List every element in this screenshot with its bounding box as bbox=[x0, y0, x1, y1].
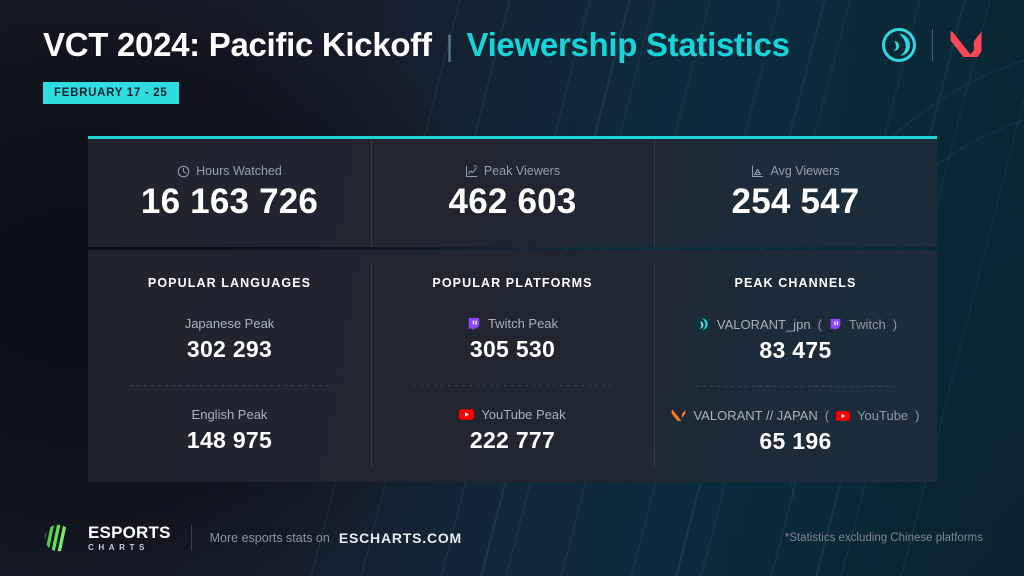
entry-label-row: YouTube Peak bbox=[459, 407, 566, 422]
header-logos bbox=[882, 28, 983, 62]
entry-label-row: VALORANT_jpn ( Twitch ) bbox=[693, 316, 898, 332]
footer-tagline: More esports stats on bbox=[209, 531, 330, 545]
metric-card-avg-viewers: Avg Viewers 254 547 bbox=[654, 139, 937, 247]
footer-site-url[interactable]: ESCHARTS.COM bbox=[338, 530, 463, 546]
entry-value: 148 975 bbox=[186, 427, 273, 453]
column-popular-platforms: POPULAR PLATFORMS Twitch Peak 305 530 bbox=[371, 250, 654, 482]
valorant-logo bbox=[950, 31, 982, 57]
logo-divider bbox=[932, 29, 933, 61]
platform-name: YouTube bbox=[857, 408, 909, 423]
footer-divider bbox=[190, 525, 192, 551]
wordmark-line-1: ESPORTS bbox=[88, 523, 171, 542]
page-title: VCT 2024: Pacific Kickoff | Viewership S… bbox=[43, 26, 983, 72]
entry-label-row: VALORANT // JAPAN ( YouTube ) bbox=[671, 408, 920, 423]
footer: ESPORTS CHARTS More esports stats on ESC… bbox=[43, 518, 983, 558]
title-separator: | bbox=[445, 30, 454, 63]
entry-twitch-peak: Twitch Peak 305 530 bbox=[467, 316, 558, 363]
entry-youtube-peak: YouTube Peak 222 777 bbox=[459, 407, 566, 454]
twitch-icon bbox=[467, 317, 481, 331]
twitch-icon bbox=[829, 318, 842, 331]
metric-label-text: Avg Viewers bbox=[770, 164, 840, 178]
column-popular-languages: POPULAR LANGUAGES Japanese Peak 302 293 … bbox=[88, 250, 371, 482]
clock-icon bbox=[177, 165, 190, 178]
entry-label-row: Twitch Peak bbox=[467, 316, 558, 331]
entry-value: 305 530 bbox=[469, 336, 556, 362]
chart-avg-icon bbox=[751, 165, 764, 178]
entry-value: 83 475 bbox=[759, 337, 832, 363]
entry-value: 302 293 bbox=[186, 336, 273, 362]
entry-japanese-peak: Japanese Peak 302 293 bbox=[185, 316, 275, 363]
header: VCT 2024: Pacific Kickoff | Viewership S… bbox=[43, 26, 983, 106]
metric-card-peak-viewers: Peak Viewers 462 603 bbox=[371, 139, 654, 247]
metric-label-row: Avg Viewers bbox=[751, 164, 840, 178]
column-title: POPULAR PLATFORMS bbox=[432, 276, 593, 290]
entry-english-peak: English Peak 148 975 bbox=[187, 407, 272, 454]
chart-peak-icon bbox=[465, 164, 478, 178]
platform-name: Twitch bbox=[848, 316, 886, 332]
metric-label-text: Peak Viewers bbox=[483, 164, 561, 178]
esports-charts-logo: ESPORTS CHARTS bbox=[43, 523, 171, 553]
entry-separator bbox=[412, 385, 613, 386]
title-accent: Viewership Statistics bbox=[466, 26, 790, 63]
entry-label-text: Twitch Peak bbox=[487, 316, 559, 331]
wordmark-line-2: CHARTS bbox=[88, 543, 149, 552]
column-title: PEAK CHANNELS bbox=[734, 276, 857, 290]
title-main: VCT 2024: Pacific Kickoff bbox=[43, 26, 432, 63]
entry-value: 222 777 bbox=[469, 427, 556, 453]
paren-open: ( bbox=[817, 316, 822, 332]
paren-open: ( bbox=[824, 408, 830, 423]
metric-label-row: Hours Watched bbox=[177, 164, 282, 178]
metric-label-text: Hours Watched bbox=[196, 164, 282, 178]
entry-channel-valorant-japan: VALORANT // JAPAN ( YouTube ) 65 196 bbox=[671, 408, 920, 455]
entry-label-row: Japanese Peak bbox=[185, 316, 275, 331]
entry-label-text: YouTube Peak bbox=[481, 407, 566, 422]
youtube-icon bbox=[836, 410, 851, 421]
entry-value: 65 196 bbox=[759, 428, 832, 454]
entry-separator bbox=[129, 385, 330, 386]
entry-label-text: Japanese Peak bbox=[184, 316, 275, 331]
breakdown-panel: POPULAR LANGUAGES Japanese Peak 302 293 … bbox=[88, 250, 937, 482]
metric-value: 254 547 bbox=[731, 182, 860, 221]
column-title: POPULAR LANGUAGES bbox=[147, 276, 312, 290]
metric-label-row: Peak Viewers bbox=[465, 164, 560, 178]
esports-charts-wordmark: ESPORTS CHARTS bbox=[88, 524, 171, 552]
esports-charts-mark-icon bbox=[44, 524, 68, 552]
footer-disclaimer: *Statistics excluding Chinese platforms bbox=[784, 532, 983, 544]
date-badge: FEBRUARY 17 - 25 bbox=[43, 82, 180, 104]
valorant-orange-avatar bbox=[671, 409, 686, 422]
metric-value: 16 163 726 bbox=[140, 182, 319, 221]
vct-pacific-logo bbox=[882, 28, 916, 62]
metric-value: 462 603 bbox=[448, 182, 577, 221]
youtube-icon bbox=[459, 409, 475, 420]
entry-separator bbox=[695, 386, 896, 387]
top-metrics-panel: Hours Watched 16 163 726 Peak Viewers 46… bbox=[88, 136, 937, 247]
entry-label-text: English Peak bbox=[191, 407, 268, 422]
valorant-jpn-avatar bbox=[693, 316, 710, 332]
paren-close: ) bbox=[915, 408, 920, 423]
paren-close: ) bbox=[892, 316, 898, 332]
entry-label-row: English Peak bbox=[192, 407, 268, 422]
column-peak-channels: PEAK CHANNELS VALORANT_jpn ( bbox=[654, 250, 937, 482]
entry-label-text: VALORANT_jpn bbox=[716, 316, 811, 332]
entry-label-text: VALORANT // JAPAN bbox=[693, 408, 818, 423]
metric-card-hours-watched: Hours Watched 16 163 726 bbox=[88, 139, 371, 247]
entry-channel-valorant-jpn: VALORANT_jpn ( Twitch ) 83 475 bbox=[693, 316, 898, 364]
